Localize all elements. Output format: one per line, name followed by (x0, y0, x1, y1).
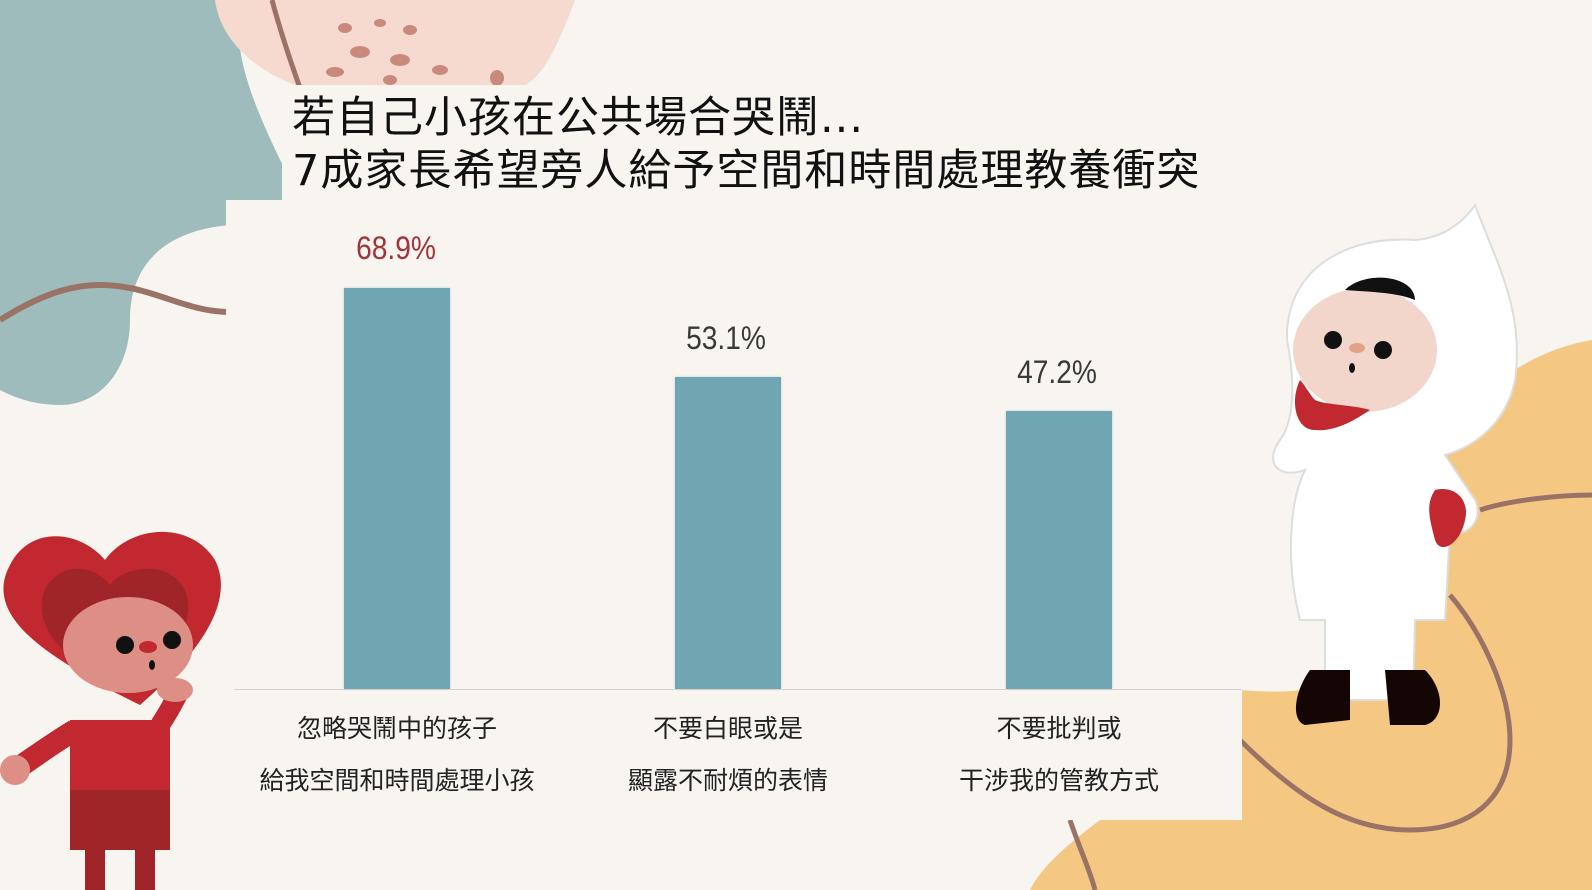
teal-blob (0, 0, 300, 405)
white-hooded-character-illustration (1272, 202, 1518, 725)
value-label-1: 68.9% (356, 230, 436, 266)
value-label-2: 53.1% (686, 320, 766, 356)
category-label-1-line-2: 給我空間和時間處理小孩 (259, 766, 535, 795)
bar-chart: 68.9% 53.1% 47.2% 忽略哭鬧中的孩子 給我空間和時間處理小孩 不… (226, 200, 1242, 820)
category-label-1: 忽略哭鬧中的孩子 給我空間和時間處理小孩 (232, 703, 562, 807)
category-label-2: 不要白眼或是 顯露不耐煩的表情 (563, 703, 893, 807)
x-axis-line (234, 689, 1242, 690)
category-label-1-line-1: 忽略哭鬧中的孩子 (296, 714, 497, 743)
title-line-2: 7成家長希望旁人給予空間和時間處理教養衝突 (292, 146, 1201, 196)
title-line-1: 若自己小孩在公共場合哭鬧... (292, 93, 865, 143)
pink-dots (326, 19, 504, 86)
category-label-3-line-1: 不要批判或 (996, 714, 1122, 743)
bar-3 (1006, 411, 1112, 689)
bar-2 (675, 377, 781, 689)
category-label-3-line-2: 干涉我的管教方式 (958, 766, 1159, 795)
category-label-2-line-1: 不要白眼或是 (652, 714, 803, 743)
bar-1 (344, 288, 450, 689)
heart-character-illustration (0, 531, 221, 890)
category-label-3: 不要批判或 干涉我的管教方式 (894, 703, 1224, 807)
pink-blob (215, 0, 575, 85)
value-label-3: 47.2% (1017, 354, 1097, 390)
chart-title: 若自己小孩在公共場合哭鬧... 7成家長希望旁人給予空間和時間處理教養衝突 (282, 85, 1282, 200)
category-label-2-line-2: 顯露不耐煩的表情 (627, 766, 828, 795)
